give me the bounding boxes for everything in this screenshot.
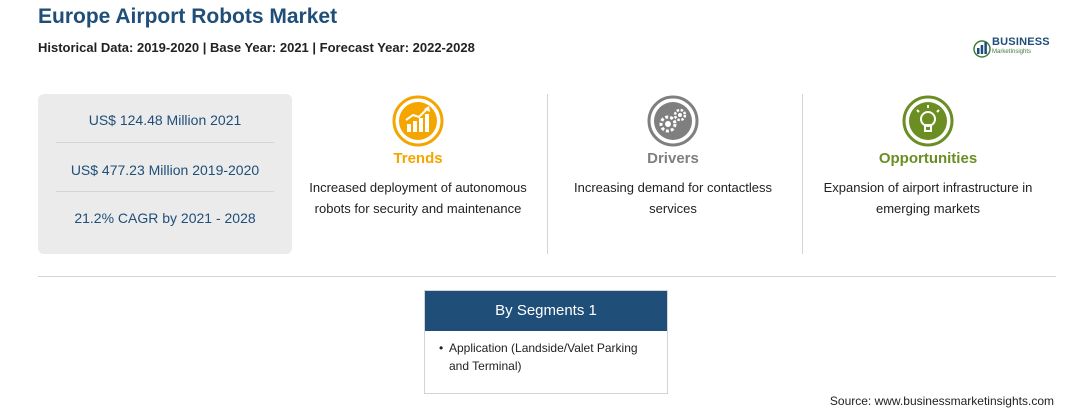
- segments-list: • Application (Landside/Valet Parking an…: [425, 331, 667, 375]
- segments-panel: By Segments 1 • Application (Landside/Va…: [424, 290, 668, 394]
- column-divider: [802, 94, 803, 254]
- opportunities-column: Opportunities Expansion of airport infra…: [808, 94, 1048, 219]
- rising-chart-icon: [392, 95, 444, 147]
- bar-chart-globe-icon: [973, 40, 991, 58]
- logo-name: BUSINESS: [992, 36, 1050, 48]
- lightbulb-icon: [902, 95, 954, 147]
- source-credit: Source: www.businessmarketinsights.com: [829, 394, 1054, 408]
- stat-divider: [56, 142, 274, 143]
- segment-item: • Application (Landside/Valet Parking an…: [439, 339, 657, 375]
- stat-divider: [56, 191, 274, 192]
- opportunities-text: Expansion of airport infrastructure in e…: [823, 180, 1033, 216]
- drivers-heading: Drivers: [647, 150, 699, 167]
- opportunities-heading: Opportunities: [878, 150, 978, 167]
- brand-logo[interactable]: BUSINESS MarketInsights: [972, 34, 1062, 64]
- drivers-column: Drivers Increasing demand for contactles…: [553, 94, 793, 219]
- segments-title: By Segments 1: [425, 291, 667, 331]
- key-stats-panel: US$ 124.48 Million 2021 US$ 477.23 Milli…: [38, 94, 292, 254]
- page-subtitle: Historical Data: 2019-2020 | Base Year: …: [38, 40, 475, 55]
- page-title: Europe Airport Robots Market: [38, 5, 338, 28]
- trends-column: Trends Increased deployment of autonomou…: [298, 94, 538, 219]
- stat-cagr: 21.2% CAGR by 2021 - 2028: [74, 210, 256, 226]
- gears-icon: [647, 95, 699, 147]
- trends-heading: Trends: [393, 150, 443, 167]
- segment-item-label: Application (Landside/Valet Parking and …: [449, 341, 638, 373]
- stat-market-value-2021: US$ 124.48 Million 2021: [88, 112, 242, 128]
- section-divider: [38, 276, 1056, 277]
- drivers-text: Increasing demand for contactless servic…: [574, 180, 772, 216]
- trends-text: Increased deployment of autonomous robot…: [309, 180, 527, 216]
- bullet-icon: •: [439, 341, 444, 355]
- stat-market-value-historical: US$ 477.23 Million 2019-2020: [70, 162, 260, 178]
- column-divider: [547, 94, 548, 254]
- logo-tagline: MarketInsights: [992, 49, 1032, 55]
